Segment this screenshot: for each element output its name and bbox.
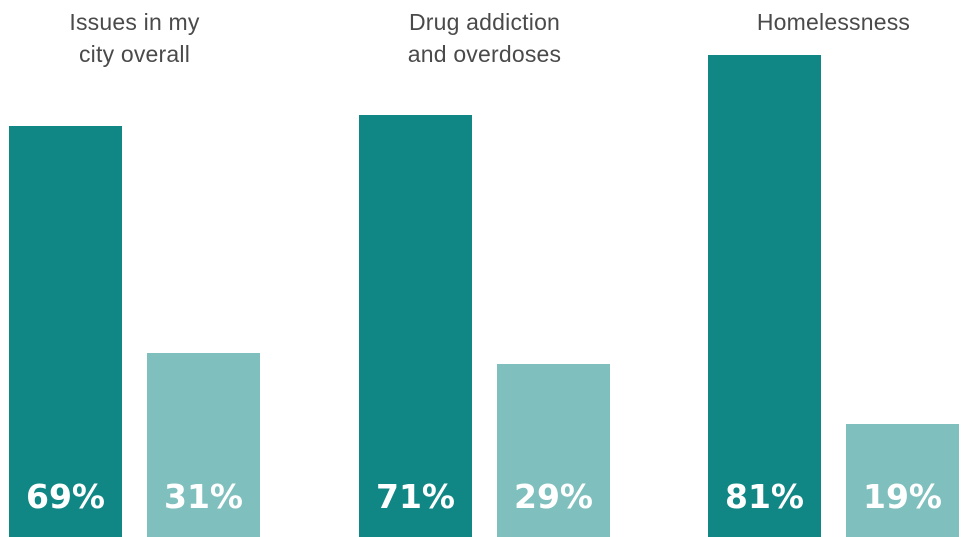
bar-value-label: 19%: [863, 477, 942, 516]
bar-value-label: 71%: [376, 477, 455, 516]
bar-value-label: 81%: [725, 477, 804, 516]
bar-value-label: 31%: [164, 477, 243, 516]
bar: 19%: [846, 424, 959, 537]
bar: 31%: [147, 353, 260, 537]
group-title-line: Issues in my: [69, 9, 200, 35]
group-title-line: city overall: [78, 41, 191, 67]
group-title-line: Homelessness: [756, 9, 911, 35]
group-title-line: and overdoses: [407, 41, 562, 67]
group-title-line: Drug addiction: [408, 9, 561, 35]
group-title: Issues in my city overall: [9, 6, 260, 70]
group-title: Drug addiction and overdoses: [359, 6, 610, 70]
bar: 71%: [359, 115, 472, 537]
group-title: Homelessness: [708, 6, 959, 38]
bar-value-label: 29%: [514, 477, 593, 516]
bar: 29%: [497, 364, 610, 537]
bar: 69%: [9, 126, 122, 537]
bar: 81%: [708, 55, 821, 537]
bar-value-label: 69%: [26, 477, 105, 516]
